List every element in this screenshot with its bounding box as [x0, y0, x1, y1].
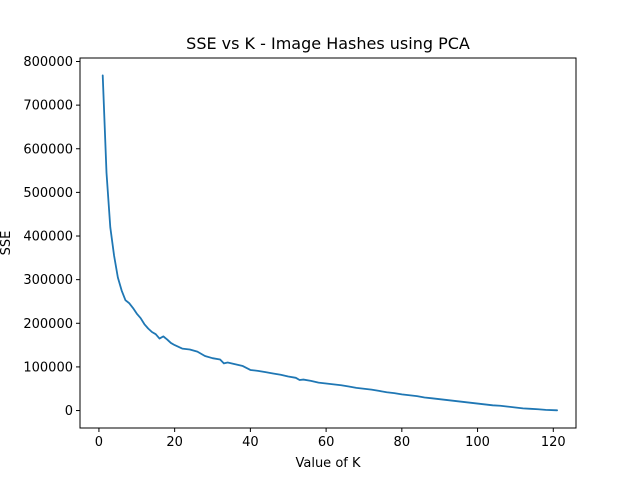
x-axis-label: Value of K — [295, 456, 360, 471]
x-tick-label: 60 — [318, 435, 335, 450]
series-line — [101, 74, 558, 412]
x-tick-label: 100 — [465, 435, 490, 450]
y-tick-label: 600000 — [23, 142, 73, 157]
plot-frame — [79, 57, 577, 429]
y-tick-label: 300000 — [23, 273, 73, 288]
y-tick-label: 700000 — [23, 99, 73, 114]
x-tick-label: 40 — [242, 435, 259, 450]
y-tick-label: 800000 — [23, 55, 73, 70]
y-tick-label: 0 — [65, 404, 73, 419]
ticks-layer: 0 20 40 60 80 100 120 0 100000 200000 300000 400000… — [23, 55, 565, 450]
y-tick-label: 400000 — [23, 230, 73, 245]
x-tick-label: 80 — [394, 435, 411, 450]
x-tick-label: 120 — [541, 435, 566, 450]
data-layer — [101, 74, 558, 412]
y-tick-label: 100000 — [23, 360, 73, 375]
y-tick-label: 200000 — [23, 317, 73, 332]
y-tick-label: 500000 — [23, 186, 73, 201]
chart-title: SSE vs K - Image Hashes using PCA — [186, 34, 470, 53]
x-tick-label: 20 — [166, 435, 183, 450]
y-axis-label: SSE — [0, 231, 14, 256]
x-tick-label: 0 — [95, 435, 103, 450]
